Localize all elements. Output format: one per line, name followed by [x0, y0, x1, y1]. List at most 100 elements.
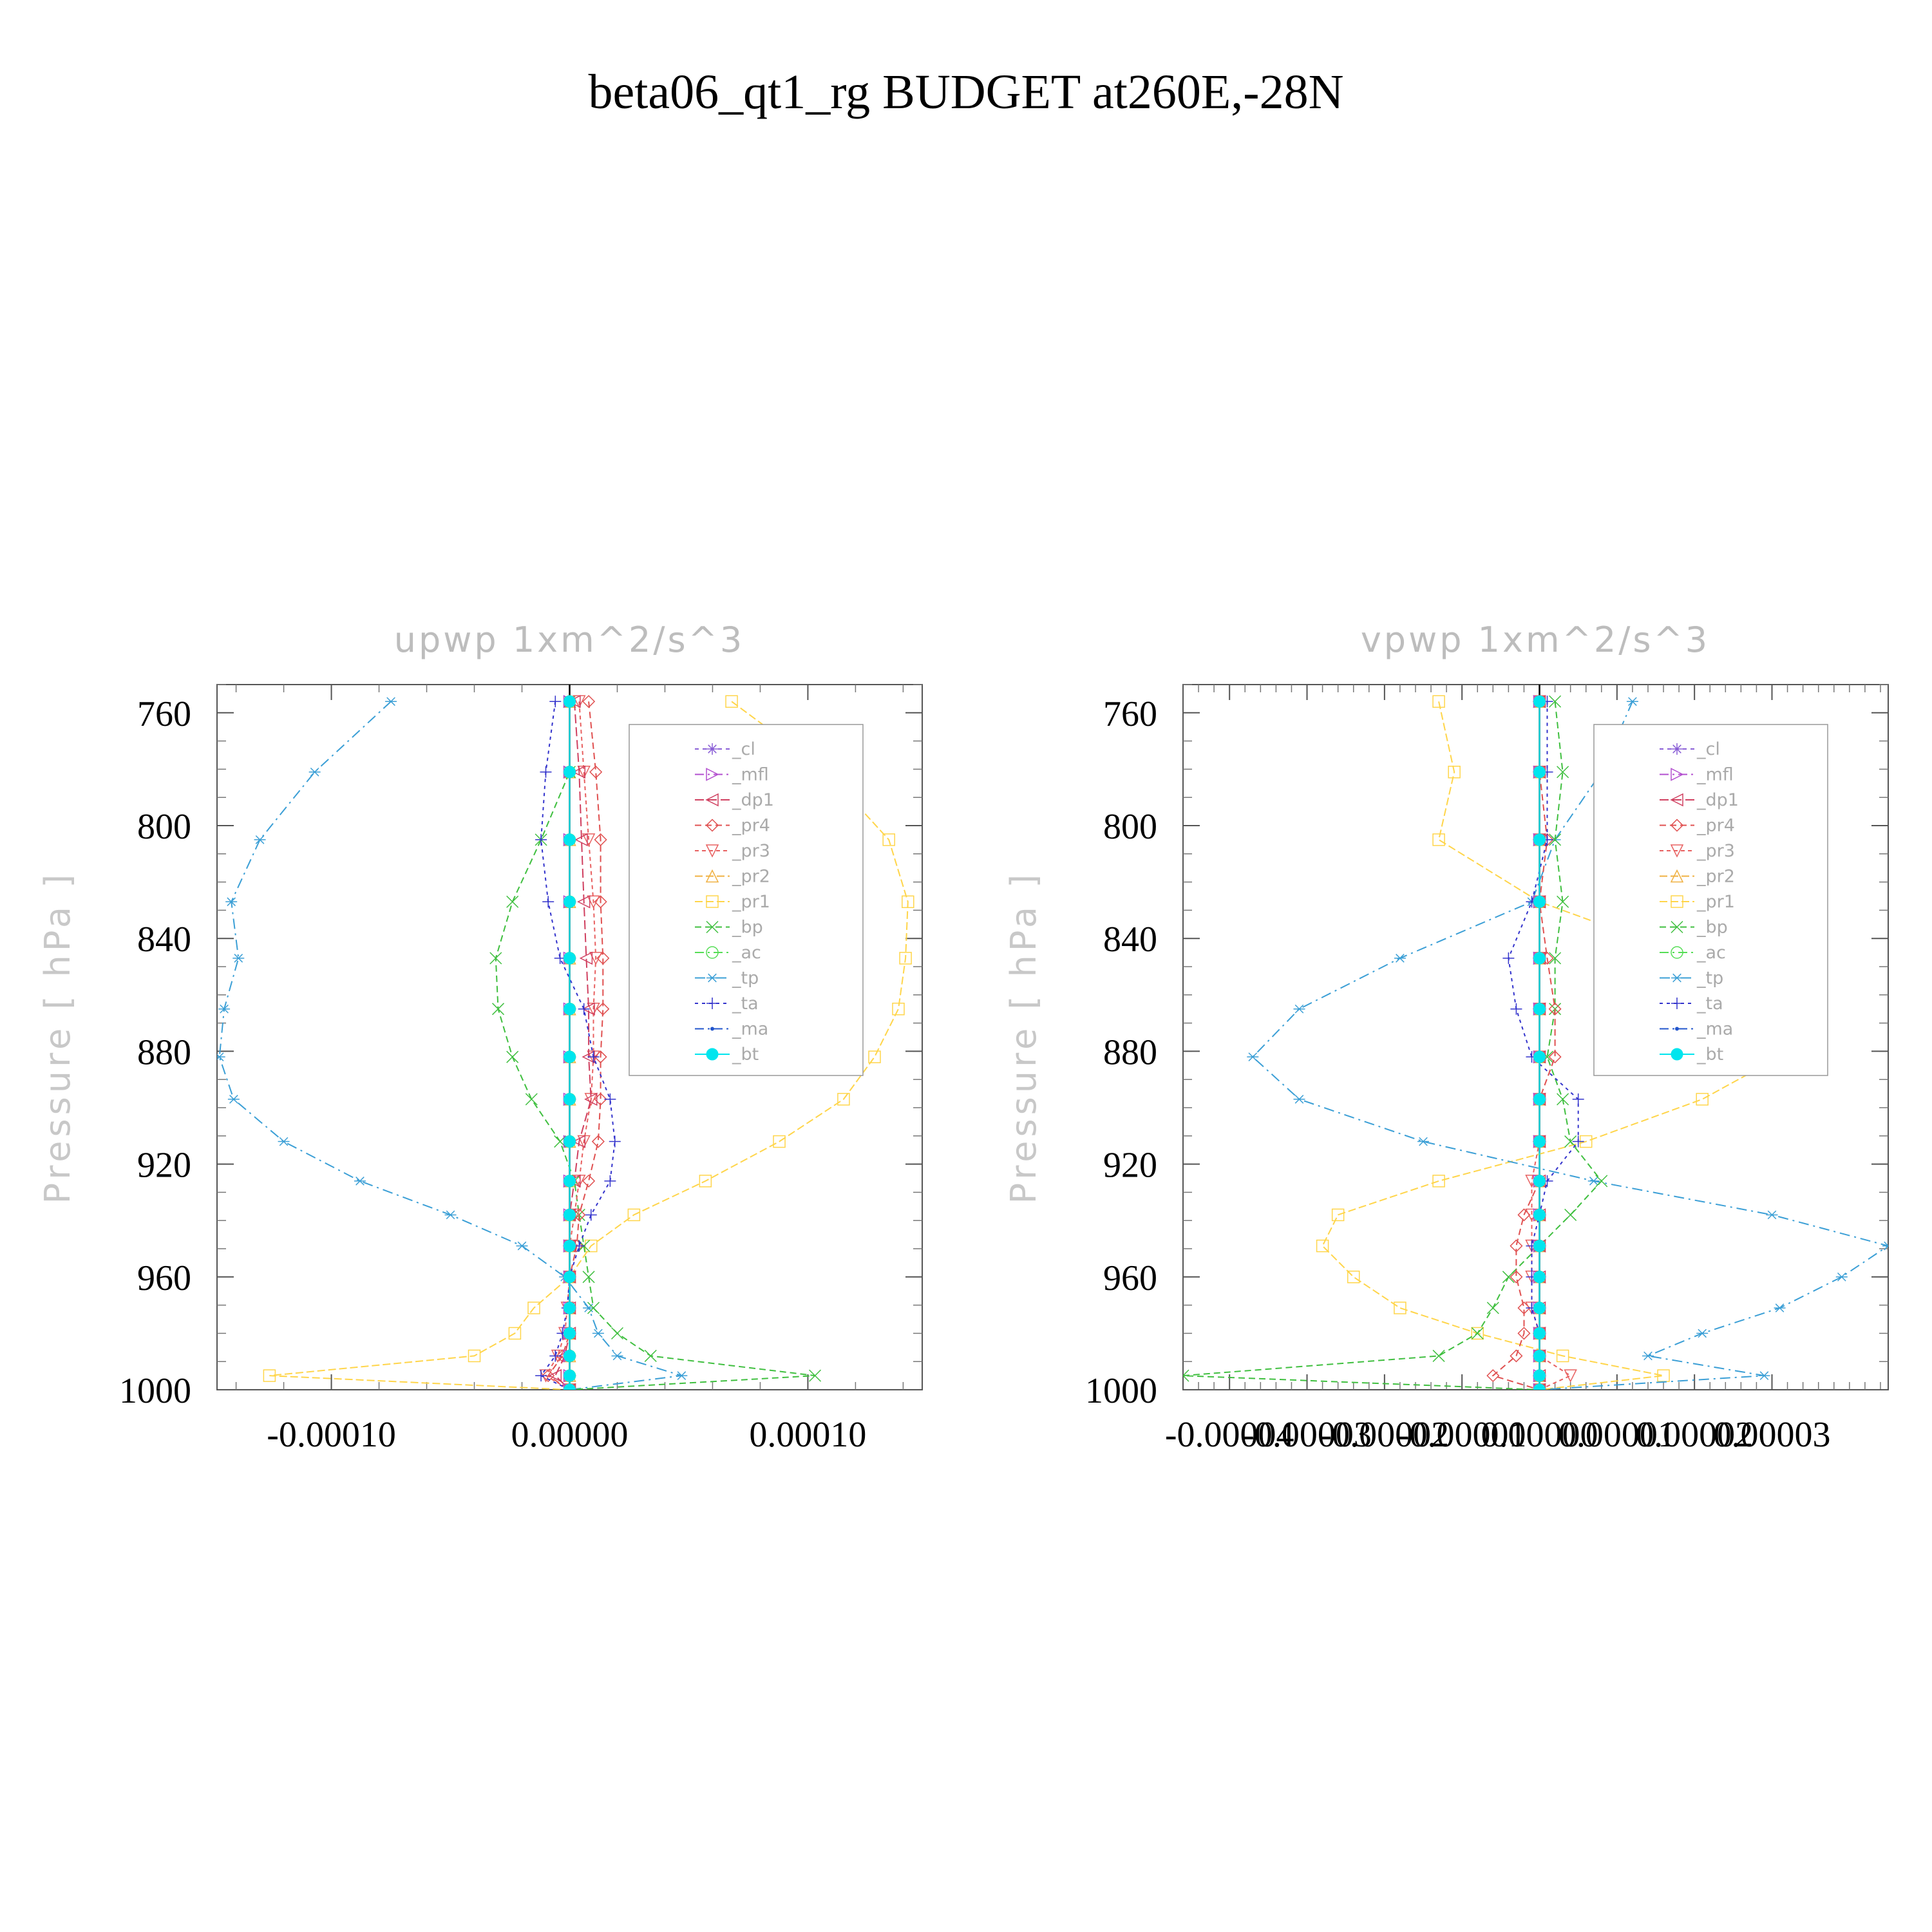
data-point-pr4 — [594, 833, 607, 846]
legend: _cl _mfl _dp1 _pr4 _pr3 _pr2 _pr1 _bp _ac _tp _ta _… — [629, 724, 864, 1076]
figure-title: beta06_qt1_rg BUDGET at260E,-28N — [589, 65, 1344, 119]
legend-marker — [1671, 768, 1684, 781]
data-point-tp — [1247, 1052, 1259, 1061]
legend-label: _pr1 — [1696, 892, 1735, 912]
data-point-tp — [1626, 697, 1638, 706]
data-point-bt — [564, 1240, 576, 1253]
y-tick-label: 1000 — [1085, 1371, 1157, 1411]
legend-marker — [706, 895, 719, 908]
series-line-bp — [1183, 701, 1603, 1390]
data-point-bp — [611, 1327, 624, 1340]
x-tick-label: 0.00010 — [749, 1415, 866, 1455]
data-point-ta — [585, 1209, 597, 1221]
legend-marker — [1671, 998, 1683, 1009]
legend-label: _tp — [732, 969, 759, 989]
legend-marker — [706, 973, 718, 983]
data-point-pr3 — [582, 833, 596, 847]
data-point-bt — [1533, 895, 1546, 908]
y-axis-label: Pressure [ hPa ] — [37, 871, 78, 1204]
data-point-bt — [564, 1327, 576, 1340]
data-point-tp — [225, 897, 238, 907]
data-point-bt — [1533, 1349, 1546, 1362]
legend-marker — [1671, 743, 1683, 755]
data-point-bt — [1533, 1302, 1546, 1314]
y-tick-label: 840 — [137, 920, 191, 960]
data-point-bt — [564, 952, 576, 965]
data-point-tp — [308, 767, 321, 777]
data-point-bp — [1557, 895, 1569, 908]
data-point-pr1 — [899, 952, 912, 965]
data-point-bt — [1533, 833, 1546, 846]
data-point-pr1 — [868, 1050, 881, 1063]
data-point-bp — [506, 1050, 519, 1063]
legend-marker — [1671, 1048, 1683, 1061]
data-point-bt — [1533, 1240, 1546, 1253]
legend-label: _pr3 — [732, 841, 770, 861]
legend: _cl _mfl _dp1 _pr4 _pr3 _pr2 _pr1 _bp _ac _tp _ta _… — [1593, 724, 1828, 1076]
legend-marker — [706, 743, 718, 755]
data-point-pr1 — [508, 1327, 522, 1340]
data-point-ta — [535, 1370, 547, 1382]
legend-label: _ma — [732, 1019, 768, 1039]
data-point-ta — [604, 1093, 616, 1105]
data-point-bt — [1533, 1208, 1546, 1221]
data-point-tp — [1587, 1177, 1600, 1186]
x-tick-label: 0.00000 — [511, 1415, 629, 1455]
data-point-bp — [489, 952, 502, 965]
legend-marker — [1671, 946, 1683, 959]
data-point-tp — [592, 1329, 604, 1338]
data-point-tp — [1394, 954, 1406, 963]
data-point-bt — [1533, 766, 1546, 779]
data-point-tp — [1642, 1351, 1654, 1361]
data-point-pr4 — [1548, 1050, 1562, 1064]
data-point-bp — [1471, 1327, 1484, 1340]
legend-marker — [1670, 793, 1683, 807]
data-point-bt — [1533, 1383, 1546, 1390]
data-point-pr4 — [594, 895, 607, 909]
legend-label: _pr2 — [1696, 867, 1735, 887]
data-point-tp — [354, 1177, 366, 1186]
data-point-pr1 — [1331, 1208, 1345, 1222]
legend-label: _bt — [1696, 1045, 1723, 1065]
data-point-pr1 — [585, 1239, 598, 1253]
x-tick-label: 0.00002 — [1636, 1415, 1753, 1455]
data-point-pr1 — [773, 1135, 786, 1148]
legend-label: _pr1 — [732, 892, 770, 912]
data-point-bt — [564, 1050, 576, 1063]
data-point-dp1 — [572, 1135, 586, 1148]
data-point-bt — [564, 695, 576, 708]
data-point-bt — [1533, 1175, 1546, 1188]
data-point-ta — [1510, 1003, 1522, 1015]
series-line-pr3 — [1531, 701, 1572, 1390]
y-tick-label: 760 — [137, 694, 191, 734]
y-tick-label: 840 — [1103, 920, 1157, 960]
data-point-ta — [540, 766, 552, 778]
y-tick-label: 960 — [137, 1258, 191, 1298]
y-tick-label: 760 — [1103, 694, 1157, 734]
legend-box — [629, 724, 864, 1076]
data-point-ta — [587, 1051, 600, 1063]
data-point-bt — [1533, 1135, 1546, 1148]
series-group — [1183, 694, 1888, 1390]
data-point-pr1 — [1432, 1175, 1445, 1188]
data-point-pr1 — [1316, 1239, 1329, 1253]
data-point-bp — [1486, 1302, 1499, 1314]
data-point-ta — [609, 1135, 621, 1148]
data-point-pr4 — [1486, 1369, 1500, 1383]
legend-marker — [706, 1048, 719, 1061]
x-tick-label: -0.00001 — [1397, 1415, 1527, 1455]
data-point-pr1 — [882, 833, 895, 846]
data-point-bp — [525, 1093, 538, 1106]
data-point-dp1 — [577, 895, 591, 909]
data-point-tp — [516, 1241, 528, 1251]
data-point-pr4 — [1510, 1270, 1523, 1283]
data-point-bp — [582, 1271, 595, 1283]
data-point-bt — [564, 895, 576, 908]
data-point-dp1 — [582, 1002, 595, 1016]
y-tick-label: 920 — [137, 1146, 191, 1186]
series-line-pr4 — [1492, 701, 1556, 1390]
legend-marker — [706, 998, 718, 1009]
data-point-dp1 — [574, 833, 588, 847]
data-point-bt — [1533, 695, 1546, 708]
data-point-pr1 — [1696, 1093, 1709, 1106]
